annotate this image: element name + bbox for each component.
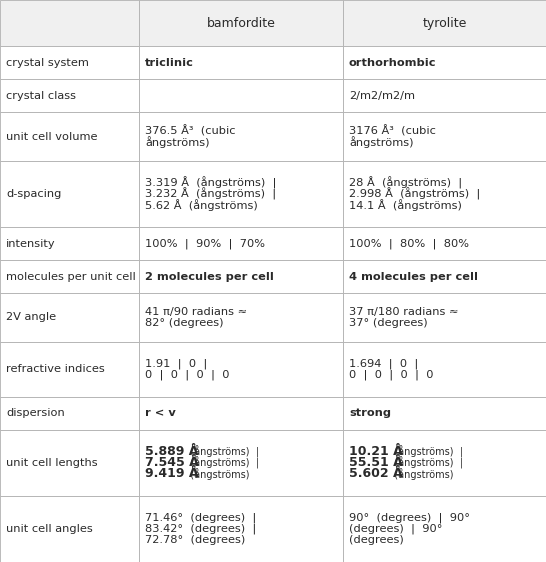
- Text: unit cell volume: unit cell volume: [6, 132, 98, 142]
- Bar: [343, 46, 546, 79]
- Text: (ångströms)  |: (ångströms) |: [185, 456, 259, 469]
- Text: 37 π/180 radians ≈: 37 π/180 radians ≈: [349, 307, 459, 317]
- Text: (ångströms)  |: (ångströms) |: [388, 456, 463, 469]
- Text: refractive indices: refractive indices: [6, 364, 105, 374]
- Bar: [343, 496, 546, 562]
- Text: 83.42°  (degrees)  |: 83.42° (degrees) |: [145, 524, 257, 534]
- Bar: [343, 112, 546, 161]
- Text: unit cell lengths: unit cell lengths: [6, 458, 98, 468]
- Text: (ångströms)  |: (ångströms) |: [185, 446, 259, 458]
- Bar: [0, 161, 139, 227]
- Text: 41 π/90 radians ≈: 41 π/90 radians ≈: [145, 307, 247, 317]
- Bar: [343, 79, 546, 112]
- Text: (ångströms): (ångströms): [185, 468, 250, 480]
- Bar: [139, 342, 343, 397]
- Bar: [139, 430, 343, 496]
- Bar: [0, 293, 139, 342]
- Text: 90°  (degrees)  |  90°: 90° (degrees) | 90°: [349, 513, 470, 523]
- Bar: [343, 161, 546, 227]
- Text: (ångströms)  |: (ångströms) |: [388, 446, 463, 458]
- Text: 100%  |  80%  |  80%: 100% | 80% | 80%: [349, 238, 469, 249]
- Bar: [0, 260, 139, 293]
- Text: crystal system: crystal system: [6, 58, 89, 68]
- Text: strong: strong: [349, 408, 391, 418]
- Bar: [139, 260, 343, 293]
- Bar: [343, 0, 546, 46]
- Text: orthorhombic: orthorhombic: [349, 58, 436, 68]
- Bar: [139, 293, 343, 342]
- Text: (degrees): (degrees): [349, 535, 403, 545]
- Text: (ångströms): (ångströms): [388, 468, 453, 480]
- Text: 2/m2/m2/m: 2/m2/m2/m: [349, 91, 415, 101]
- Text: (degrees)  |  90°: (degrees) | 90°: [349, 524, 442, 534]
- Text: triclinic: triclinic: [145, 58, 194, 68]
- Bar: [0, 79, 139, 112]
- Text: 72.78°  (degrees): 72.78° (degrees): [145, 535, 246, 545]
- Bar: [139, 161, 343, 227]
- Bar: [0, 112, 139, 161]
- Text: 14.1 Å  (ångströms): 14.1 Å (ångströms): [349, 199, 462, 211]
- Bar: [139, 112, 343, 161]
- Bar: [343, 430, 546, 496]
- Text: d-spacing: d-spacing: [6, 189, 61, 199]
- Text: 71.46°  (degrees)  |: 71.46° (degrees) |: [145, 513, 257, 523]
- Text: 5.602 Å: 5.602 Å: [349, 468, 402, 481]
- Text: 2V angle: 2V angle: [6, 312, 56, 323]
- Bar: [343, 227, 546, 260]
- Text: 0  |  0  |  0  |  0: 0 | 0 | 0 | 0: [349, 369, 434, 380]
- Text: 1.91  |  0  |: 1.91 | 0 |: [145, 359, 207, 369]
- Text: 10.21 Å: 10.21 Å: [349, 445, 403, 458]
- Text: ångströms): ångströms): [145, 136, 210, 148]
- Text: 5.889 Å: 5.889 Å: [145, 445, 199, 458]
- Text: 82° (degrees): 82° (degrees): [145, 318, 224, 328]
- Text: 37° (degrees): 37° (degrees): [349, 318, 428, 328]
- Text: ångströms): ångströms): [349, 136, 413, 148]
- Bar: [343, 260, 546, 293]
- Text: 5.62 Å  (ångströms): 5.62 Å (ångströms): [145, 199, 258, 211]
- Text: 7.545 Å: 7.545 Å: [145, 456, 199, 469]
- Bar: [0, 397, 139, 430]
- Text: 3.319 Å  (ångströms)  |: 3.319 Å (ångströms) |: [145, 176, 277, 189]
- Bar: [0, 0, 139, 46]
- Text: unit cell angles: unit cell angles: [6, 524, 93, 534]
- Text: intensity: intensity: [6, 238, 56, 248]
- Bar: [0, 46, 139, 79]
- Bar: [139, 0, 343, 46]
- Bar: [0, 496, 139, 562]
- Text: 2 molecules per cell: 2 molecules per cell: [145, 271, 274, 282]
- Text: 2.998 Å  (ångströms)  |: 2.998 Å (ångströms) |: [349, 188, 480, 200]
- Text: r < v: r < v: [145, 408, 176, 418]
- Bar: [139, 79, 343, 112]
- Bar: [0, 342, 139, 397]
- Bar: [0, 227, 139, 260]
- Text: 376.5 Å³  (cubic: 376.5 Å³ (cubic: [145, 125, 236, 137]
- Text: 9.419 Å: 9.419 Å: [145, 468, 199, 481]
- Text: 28 Å  (ångströms)  |: 28 Å (ångströms) |: [349, 176, 462, 189]
- Text: crystal class: crystal class: [6, 91, 76, 101]
- Text: molecules per unit cell: molecules per unit cell: [6, 271, 136, 282]
- Text: 1.694  |  0  |: 1.694 | 0 |: [349, 359, 418, 369]
- Bar: [139, 46, 343, 79]
- Bar: [139, 227, 343, 260]
- Text: dispersion: dispersion: [6, 408, 65, 418]
- Text: 3176 Å³  (cubic: 3176 Å³ (cubic: [349, 125, 436, 137]
- Text: 0  |  0  |  0  |  0: 0 | 0 | 0 | 0: [145, 369, 230, 380]
- Text: 3.232 Å  (ångströms)  |: 3.232 Å (ångströms) |: [145, 188, 276, 200]
- Bar: [0, 430, 139, 496]
- Text: 4 molecules per cell: 4 molecules per cell: [349, 271, 478, 282]
- Text: 100%  |  90%  |  70%: 100% | 90% | 70%: [145, 238, 265, 249]
- Bar: [139, 397, 343, 430]
- Bar: [343, 397, 546, 430]
- Bar: [343, 293, 546, 342]
- Text: 55.51 Å: 55.51 Å: [349, 456, 403, 469]
- Bar: [343, 342, 546, 397]
- Bar: [139, 496, 343, 562]
- Text: bamfordite: bamfordite: [206, 17, 276, 30]
- Text: tyrolite: tyrolite: [422, 17, 467, 30]
